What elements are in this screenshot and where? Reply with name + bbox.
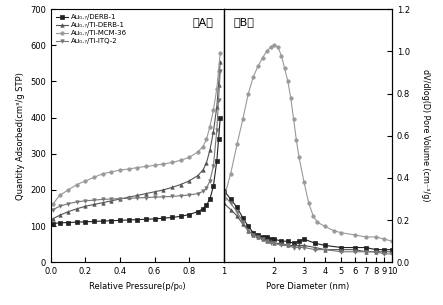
Text: （B）: （B） (233, 17, 254, 27)
Legend: Au₀.₇/DERB-1, Au₀.₇/Ti-DERB-1, Au₀.₇/Ti-MCM-36, Au₀.₇/Ti-ITQ-2: Au₀.₇/DERB-1, Au₀.₇/Ti-DERB-1, Au₀.₇/Ti-… (54, 13, 128, 46)
Y-axis label: dV/dlog(D) Pore Volume (cm⁻³/g): dV/dlog(D) Pore Volume (cm⁻³/g) (421, 70, 430, 202)
X-axis label: Pore Diameter (nm): Pore Diameter (nm) (266, 282, 350, 291)
X-axis label: Relative Pressure(p/p₀): Relative Pressure(p/p₀) (89, 282, 186, 291)
Text: （A）: （A） (193, 17, 214, 27)
Y-axis label: Quantity Adsorbed(cm³/g STP): Quantity Adsorbed(cm³/g STP) (16, 72, 25, 200)
